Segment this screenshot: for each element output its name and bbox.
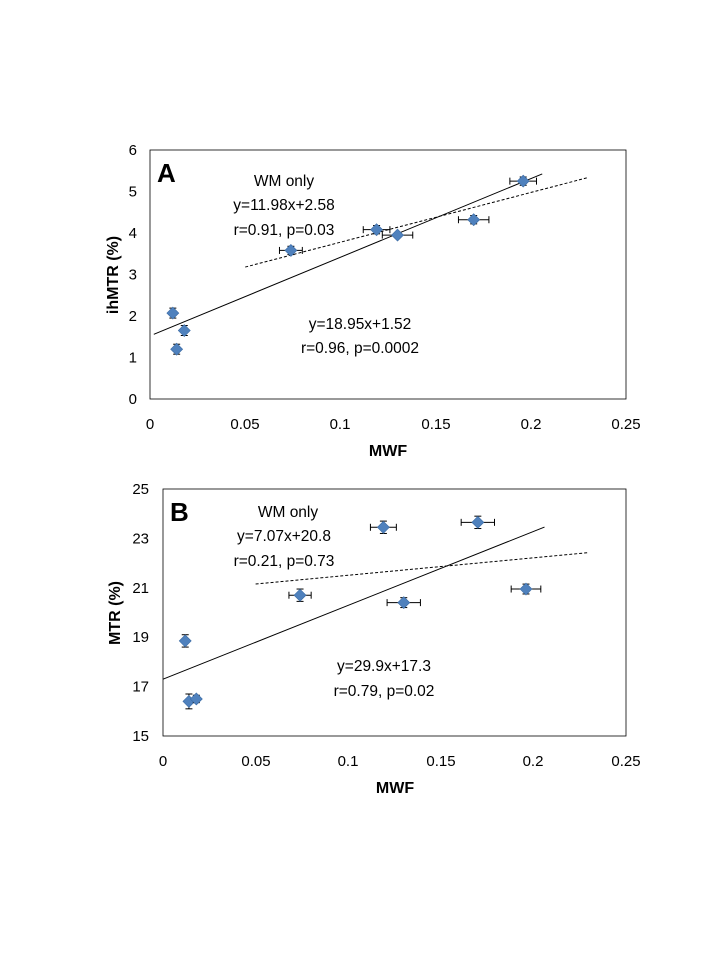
scatter-marker (397, 596, 411, 610)
x-axis-label-b: MWF (376, 780, 414, 797)
x-tick-label: 0.1 (338, 753, 359, 770)
x-tick-label: 0.15 (421, 416, 450, 433)
scatter-marker (166, 306, 180, 320)
y-tick-label: 0 (129, 391, 137, 408)
data-point (460, 515, 496, 530)
all-equation-b: y=29.9x+17.3 (337, 658, 431, 675)
x-tick-label: 0.25 (611, 753, 640, 770)
x-tick-label: 0.05 (230, 416, 259, 433)
data-point (457, 213, 490, 227)
marks-a (153, 173, 589, 356)
y-axis-label-b: MTR (%) (107, 581, 124, 645)
wm-stats-a: r=0.91, p=0.03 (234, 222, 335, 239)
y-tick-label: 21 (132, 580, 149, 597)
x-tick-label: 0.15 (426, 753, 455, 770)
data-point (509, 174, 538, 188)
data-point (381, 228, 414, 242)
marks-b (162, 515, 590, 710)
scatter-marker (467, 213, 481, 227)
data-point (369, 520, 397, 534)
wm-stats-b: r=0.21, p=0.73 (234, 553, 335, 570)
y-ticks-a: 0 1 2 3 4 5 6 (129, 142, 137, 408)
panel-letter-a: A (157, 158, 176, 188)
y-axis-label-a: ihMTR (%) (105, 236, 122, 314)
data-point (278, 244, 303, 257)
wm-equation-a: y=11.98x+2.58 (233, 197, 334, 214)
scatter-marker (376, 520, 390, 534)
data-point (166, 306, 180, 320)
chart-panel-a: A MWF ihMTR (%) 0 0.05 0.1 0.15 0.2 0.25… (105, 142, 641, 460)
x-ticks-b: 0 0.05 0.1 0.15 0.2 0.25 (159, 753, 641, 770)
x-tick-label: 0.2 (521, 416, 542, 433)
data-point (189, 692, 203, 706)
scatter-marker (293, 588, 307, 602)
x-ticks-a: 0 0.05 0.1 0.15 0.2 0.25 (146, 416, 641, 433)
y-tick-label: 19 (132, 629, 149, 646)
y-tick-label: 2 (129, 308, 137, 325)
data-point (288, 588, 312, 602)
y-tick-label: 17 (132, 679, 149, 696)
y-tick-label: 23 (132, 530, 149, 547)
y-tick-label: 25 (132, 481, 149, 498)
data-point (362, 223, 391, 237)
x-tick-label: 0 (159, 753, 167, 770)
y-tick-label: 6 (129, 142, 137, 159)
annotations-a: WM only y=11.98x+2.58 r=0.91, p=0.03 y=1… (233, 173, 419, 357)
scatter-marker (177, 324, 191, 337)
y-tick-label: 15 (132, 728, 149, 745)
all-stats-b: r=0.79, p=0.02 (334, 683, 435, 700)
x-tick-label: 0.25 (611, 416, 640, 433)
fit-line-all (162, 526, 545, 680)
all-stats-a: r=0.96, p=0.0002 (301, 340, 419, 357)
scatter-marker (189, 692, 203, 706)
chart-panel-b: B MWF MTR (%) 0 0.05 0.1 0.15 0.2 0.25 1… (107, 481, 641, 797)
plot-frame-b (162, 488, 627, 737)
x-tick-label: 0.05 (241, 753, 270, 770)
y-tick-label: 1 (129, 350, 137, 367)
scatter-marker (284, 244, 298, 257)
fit-line-wm (255, 552, 590, 585)
scatter-marker (391, 228, 404, 242)
y-tick-label: 3 (129, 267, 137, 284)
data-point (170, 342, 184, 356)
y-tick-label: 5 (129, 184, 137, 201)
all-equation-a: y=18.95x+1.52 (309, 316, 412, 333)
wm-title-b: WM only (258, 504, 319, 521)
data-point (386, 596, 421, 610)
annotations-b: WM only y=7.07x+20.8 r=0.21, p=0.73 y=29… (234, 504, 435, 700)
x-tick-label: 0 (146, 416, 154, 433)
x-tick-label: 0.2 (523, 753, 544, 770)
scatter-marker (178, 634, 192, 648)
y-ticks-b: 15 17 19 21 23 25 (132, 481, 149, 745)
data-point (510, 582, 542, 596)
scatter-marker (471, 515, 485, 529)
plot-frame-a (149, 149, 627, 400)
y-tick-label: 4 (129, 225, 137, 242)
scatter-marker (170, 342, 184, 356)
x-axis-label-a: MWF (369, 443, 407, 460)
scatter-marker (370, 223, 384, 237)
fit-line-wm (245, 177, 589, 268)
data-point (178, 634, 192, 648)
scatter-marker (516, 174, 530, 188)
panel-letter-b: B (170, 497, 189, 527)
wm-title-a: WM only (254, 173, 315, 190)
scatter-marker (519, 582, 533, 596)
fit-line-all (153, 173, 543, 335)
wm-equation-b: y=7.07x+20.8 (237, 528, 331, 545)
x-tick-label: 0.1 (330, 416, 351, 433)
data-point (177, 324, 191, 337)
